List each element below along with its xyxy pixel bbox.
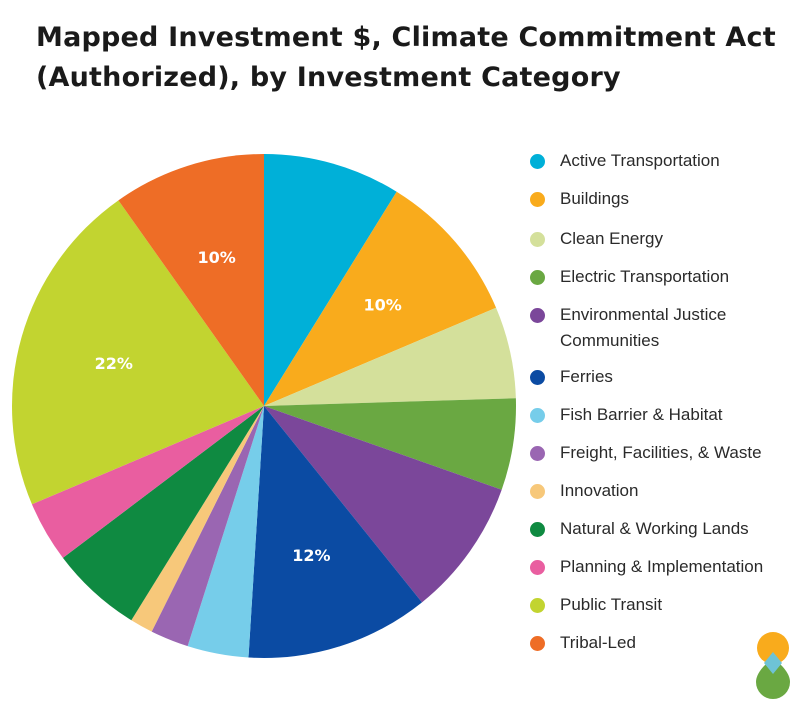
legend-label: Electric Transportation: [560, 267, 730, 286]
legend-swatch: [530, 484, 545, 499]
legend-swatch: [530, 154, 545, 169]
legend-item: Electric Transportation: [530, 264, 729, 290]
pie-slice-buildings: [264, 191, 497, 406]
slice-data-label: 10%: [364, 295, 402, 314]
legend-item: Planning & Implementation: [530, 554, 763, 580]
legend-label: Active Transportation: [560, 151, 720, 170]
pie-slice-tribal-led: [118, 154, 264, 406]
legend-swatch: [530, 598, 545, 613]
legend-swatch: [530, 446, 545, 461]
pie-slice-fish-barrier-habitat: [187, 406, 264, 658]
pie-slice-natural-working-lands: [62, 406, 264, 621]
legend-label: Clean Energy: [560, 229, 664, 248]
slice-data-label: 10%: [197, 248, 235, 267]
legend-label: Buildings: [560, 189, 629, 208]
legend-label: Public Transit: [560, 595, 663, 614]
slice-data-label: 12%: [292, 546, 330, 565]
pie-slice-freight-facilities-waste: [151, 406, 264, 647]
legend-swatch: [530, 232, 545, 247]
legend-swatch: [530, 308, 545, 323]
legend-label: Planning & Implementation: [560, 557, 764, 576]
legend-item: Environmental Justice Communities: [530, 302, 770, 354]
legend-swatch: [530, 636, 545, 651]
chart-title-line-1: Mapped Investment $, Climate Commitment …: [36, 22, 776, 53]
slice-data-label: 22%: [95, 354, 133, 373]
legend-item: Active Transportation: [530, 148, 720, 174]
pie-slices: [12, 154, 517, 658]
pie-slice-ferries: [248, 406, 422, 658]
legend-label: Freight, Facilities, & Waste: [560, 443, 762, 462]
pie-slice-active-transportation: [264, 154, 397, 406]
legend-swatch: [530, 370, 545, 385]
pie-slice-electric-transportation: [264, 398, 517, 490]
legend-label: Ferries: [560, 367, 613, 386]
legend-swatch: [530, 270, 545, 285]
pie-slice-public-transit: [12, 200, 264, 505]
legend-item: Clean Energy: [530, 226, 663, 252]
legend-item: Public Transit: [530, 592, 662, 618]
pie-slice-planning-implementation: [31, 406, 265, 558]
pie-slice-labels: 10% 12% 22% 10%: [95, 248, 402, 565]
legend-swatch: [530, 192, 545, 207]
droplet-logo-icon: [756, 632, 790, 699]
legend-label: Environmental Justice Communities: [560, 305, 727, 350]
legend-label: Tribal-Led: [560, 633, 636, 652]
legend-swatch: [530, 522, 545, 537]
legend-item: Innovation: [530, 478, 638, 504]
legend-item: Freight, Facilities, & Waste: [530, 440, 762, 466]
legend-label: Innovation: [560, 481, 639, 500]
pie-slice-clean-energy: [264, 307, 516, 406]
pie-slice-innovation: [131, 406, 264, 632]
legend-swatch: [530, 408, 545, 423]
legend-item: Fish Barrier & Habitat: [530, 402, 723, 428]
legend-label: Fish Barrier & Habitat: [560, 405, 723, 424]
legend-item: Ferries: [530, 364, 613, 390]
legend-item: Buildings: [530, 186, 629, 212]
chart-title: Mapped Investment $, Climate Commitment …: [36, 18, 796, 98]
legend-label: Natural & Working Lands: [560, 519, 749, 538]
legend-item: Natural & Working Lands: [530, 516, 749, 542]
chart-title-line-2: (Authorized), by Investment Category: [36, 62, 621, 93]
pie-slice-environmental-justice-communities: [264, 406, 502, 603]
legend-item: Tribal-Led: [530, 630, 636, 656]
legend-swatch: [530, 560, 545, 575]
